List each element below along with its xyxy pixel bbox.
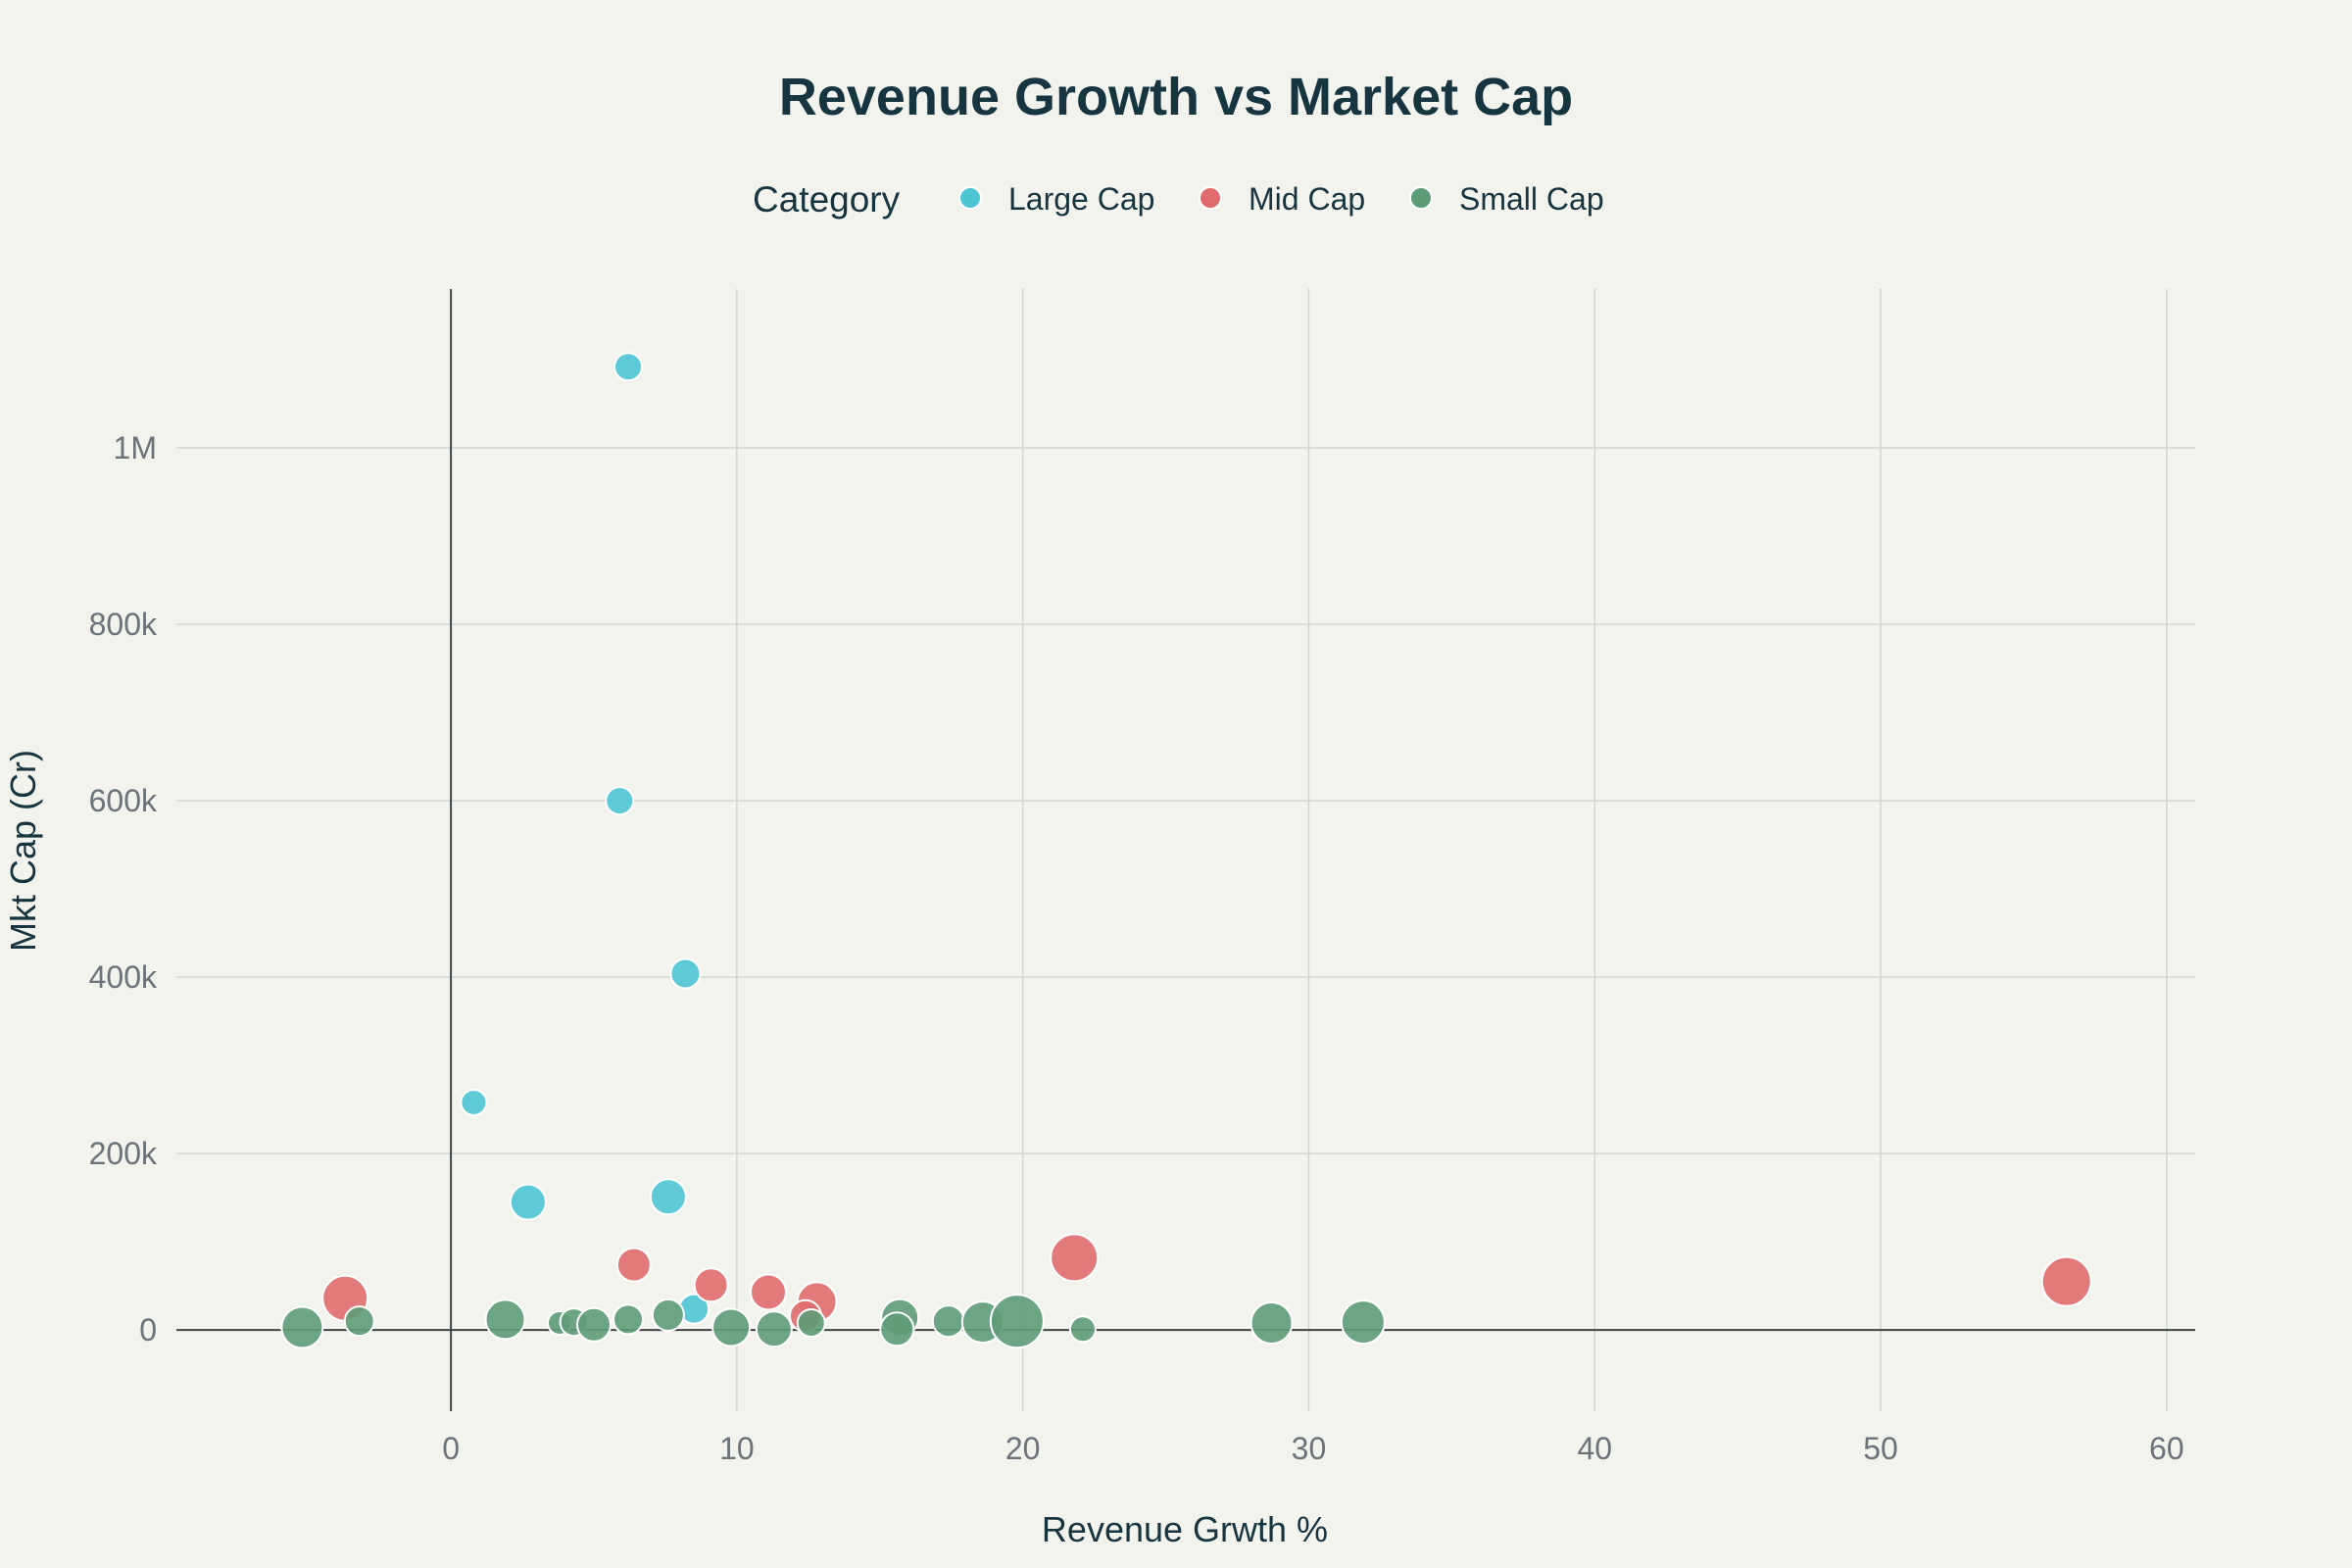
data-points [280, 352, 2092, 1349]
tick-labels: 0 10 20 30 40 50 60 0 200k 400k 600k 800k 1M [89, 430, 2184, 1466]
point-large-cap [613, 352, 644, 382]
axes [176, 289, 2195, 1411]
y-tick-label: 600k [89, 783, 158, 818]
point-small-cap [931, 1304, 965, 1339]
point-small-cap [343, 1305, 375, 1338]
point-mid-cap [615, 1247, 652, 1283]
legend-label-small-cap: Small Cap [1459, 181, 1604, 217]
point-large-cap [460, 1088, 488, 1116]
point-small-cap [879, 1311, 915, 1348]
x-axis-title: Revenue Grwth % [1042, 1509, 1328, 1549]
legend: Category Large Cap Mid Cap Small Cap [753, 179, 1604, 220]
point-mid-cap [1050, 1233, 1100, 1283]
point-small-cap [280, 1305, 324, 1349]
point-small-cap [1068, 1315, 1097, 1344]
legend-label-large-cap: Large Cap [1008, 181, 1154, 217]
legend-marker-mid-cap [1199, 186, 1222, 210]
x-tick-label: 40 [1577, 1431, 1612, 1466]
legend-title: Category [753, 179, 901, 220]
x-tick-label: 20 [1005, 1431, 1041, 1466]
legend-marker-small-cap [1409, 186, 1433, 210]
y-tick-label: 0 [139, 1312, 157, 1348]
chart-title: Revenue Growth vs Market Cap [779, 68, 1573, 126]
point-large-cap [605, 786, 635, 816]
point-large-cap [509, 1183, 547, 1221]
point-small-cap [651, 1298, 685, 1332]
point-small-cap [484, 1298, 526, 1341]
legend-item-large-cap: Large Cap [958, 181, 1154, 217]
point-small-cap [755, 1310, 793, 1348]
point-small-cap [1250, 1300, 1294, 1345]
x-tick-label: 10 [719, 1431, 755, 1466]
legend-marker-large-cap [958, 186, 982, 210]
y-axis-title: Mkt Cap (Cr) [3, 750, 43, 952]
point-large-cap [669, 957, 702, 990]
x-tick-label: 60 [2149, 1431, 2184, 1466]
point-mid-cap [693, 1267, 729, 1303]
y-tick-label: 200k [89, 1136, 158, 1171]
y-tick-label: 800k [89, 607, 158, 642]
x-tick-label: 30 [1292, 1431, 1327, 1466]
y-tick-label: 1M [114, 430, 157, 466]
legend-item-small-cap: Small Cap [1409, 181, 1604, 217]
y-tick-label: 400k [89, 959, 158, 995]
gridlines [176, 289, 2195, 1411]
point-small-cap [576, 1306, 612, 1343]
point-small-cap [796, 1307, 826, 1338]
legend-item-mid-cap: Mid Cap [1199, 181, 1365, 217]
point-small-cap [989, 1294, 1045, 1349]
x-tick-label: 50 [1863, 1431, 1898, 1466]
x-tick-label: 0 [442, 1431, 460, 1466]
point-mid-cap [749, 1273, 787, 1311]
point-small-cap [612, 1303, 645, 1336]
point-large-cap [649, 1178, 687, 1216]
point-small-cap [711, 1307, 752, 1348]
point-small-cap [1340, 1299, 1386, 1346]
point-mid-cap [2040, 1255, 2092, 1307]
legend-label-mid-cap: Mid Cap [1249, 181, 1365, 217]
